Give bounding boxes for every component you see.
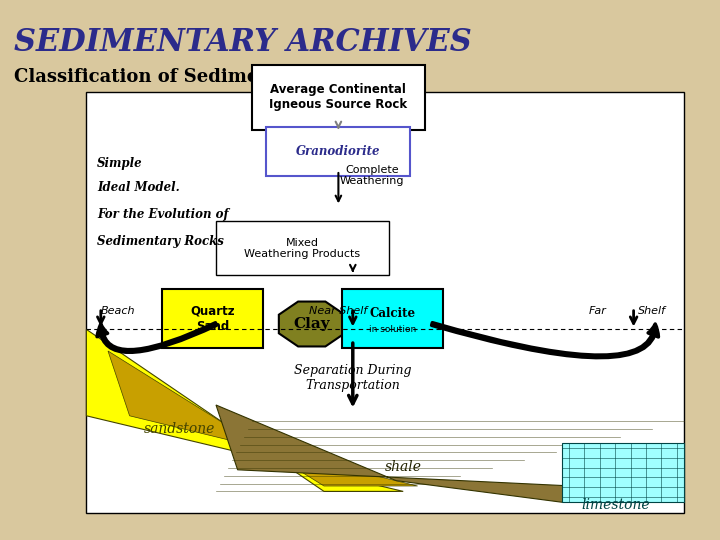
Text: Clay: Clay — [294, 317, 330, 331]
Text: Complete
Weathering: Complete Weathering — [340, 165, 405, 186]
Polygon shape — [279, 301, 345, 347]
Text: Far: Far — [589, 306, 606, 316]
Text: sandstone: sandstone — [144, 422, 216, 436]
Text: Sedimentary Rocks: Sedimentary Rocks — [97, 235, 224, 248]
Text: Beach: Beach — [101, 306, 135, 316]
FancyArrowPatch shape — [431, 323, 658, 357]
Polygon shape — [562, 443, 684, 502]
FancyBboxPatch shape — [342, 289, 443, 348]
Text: Near Shelf: Near Shelf — [310, 306, 367, 316]
Polygon shape — [108, 351, 418, 486]
FancyBboxPatch shape — [266, 127, 410, 176]
Text: in solution: in solution — [369, 325, 416, 334]
Text: Mixed
Weathering Products: Mixed Weathering Products — [244, 238, 361, 259]
Text: For the Evolution of: For the Evolution of — [97, 208, 229, 221]
FancyBboxPatch shape — [86, 92, 684, 513]
Text: Separation During
Transportation: Separation During Transportation — [294, 364, 412, 392]
Text: Quartz
Sand: Quartz Sand — [190, 305, 235, 333]
FancyBboxPatch shape — [216, 221, 389, 275]
FancyArrowPatch shape — [97, 323, 217, 352]
Text: limestone: limestone — [581, 498, 650, 512]
Polygon shape — [86, 329, 403, 491]
Text: Granodiorite: Granodiorite — [296, 145, 381, 158]
Text: Shelf: Shelf — [638, 306, 665, 316]
Text: SEDIMENTARY ARCHIVES: SEDIMENTARY ARCHIVES — [14, 27, 472, 58]
Text: shale: shale — [384, 460, 422, 474]
FancyBboxPatch shape — [162, 289, 263, 348]
Text: Simple: Simple — [97, 157, 143, 170]
Text: Ideal Model.: Ideal Model. — [97, 181, 180, 194]
Text: Calcite: Calcite — [369, 307, 415, 320]
Text: Average Continental
Igneous Source Rock: Average Continental Igneous Source Rock — [269, 83, 408, 111]
FancyBboxPatch shape — [252, 65, 425, 130]
Text: Classification of Sedimentary Rocks: Classification of Sedimentary Rocks — [14, 68, 379, 85]
Polygon shape — [216, 405, 684, 502]
